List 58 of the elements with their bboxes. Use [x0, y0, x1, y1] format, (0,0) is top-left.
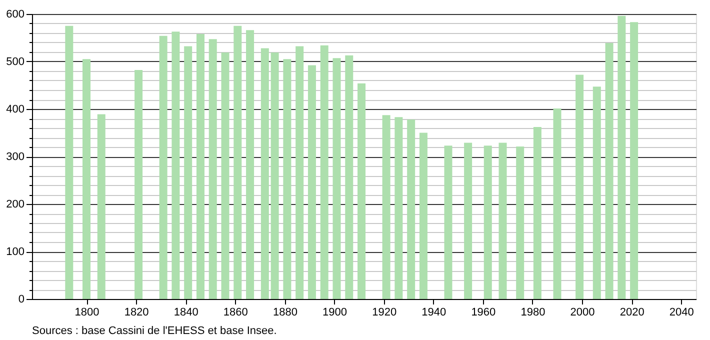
bar: [221, 52, 230, 299]
x-tick-label: 1800: [74, 306, 100, 318]
x-tick-label: 2000: [570, 306, 595, 318]
bar: [484, 146, 492, 299]
y-tick-label: 500: [6, 56, 24, 68]
bar: [260, 48, 269, 299]
bar: [196, 34, 204, 299]
y-tick-label: 0: [18, 294, 24, 306]
x-tick-label: 1940: [422, 306, 446, 318]
bar: [296, 46, 304, 299]
bar: [246, 30, 254, 299]
y-tick-label: 300: [6, 151, 24, 163]
bar: [533, 127, 542, 299]
x-tick-label: 2040: [669, 306, 694, 318]
bar: [394, 117, 403, 299]
x-tick-label: 1900: [322, 306, 348, 318]
bar: [516, 146, 524, 299]
y-tick-label: 200: [6, 198, 24, 210]
bar: [444, 146, 452, 299]
x-tick-label: 1820: [124, 306, 149, 318]
bar: [332, 58, 341, 299]
bar: [208, 39, 217, 299]
bar: [576, 74, 584, 299]
source-note: Sources : base Cassini de l'EHESS et base Insee.: [32, 325, 277, 337]
bar: [464, 142, 472, 299]
bar: [498, 142, 507, 299]
x-tick-label: 1960: [471, 306, 496, 318]
bar: [283, 59, 292, 299]
x-tick-label: 1860: [223, 306, 248, 318]
x-tick-label: 2020: [620, 306, 644, 318]
bar: [308, 65, 316, 299]
bar: [159, 36, 168, 299]
bar: [320, 45, 328, 299]
y-tick-label: 100: [6, 246, 24, 258]
bar: [553, 108, 562, 299]
bar: [270, 52, 279, 299]
x-tick-label: 1920: [372, 306, 397, 318]
bar: [592, 86, 601, 299]
bar: [407, 119, 416, 299]
bar: [419, 132, 428, 299]
bar: [65, 26, 74, 299]
bar: [184, 46, 192, 299]
bar: [82, 59, 91, 299]
bar: [234, 26, 242, 299]
x-tick-label: 1880: [272, 306, 298, 318]
bar: [134, 70, 143, 299]
bar: [358, 83, 366, 299]
bar: [97, 114, 106, 299]
bar: [382, 115, 390, 299]
y-tick-label: 400: [6, 104, 24, 116]
bar: [618, 16, 626, 299]
bar: [345, 55, 354, 299]
bar: [630, 22, 638, 299]
y-tick-label: 600: [6, 8, 24, 20]
x-tick-label: 1840: [174, 306, 198, 318]
bar: [172, 32, 180, 299]
bar: [605, 42, 614, 299]
x-tick-label: 1980: [520, 306, 546, 318]
